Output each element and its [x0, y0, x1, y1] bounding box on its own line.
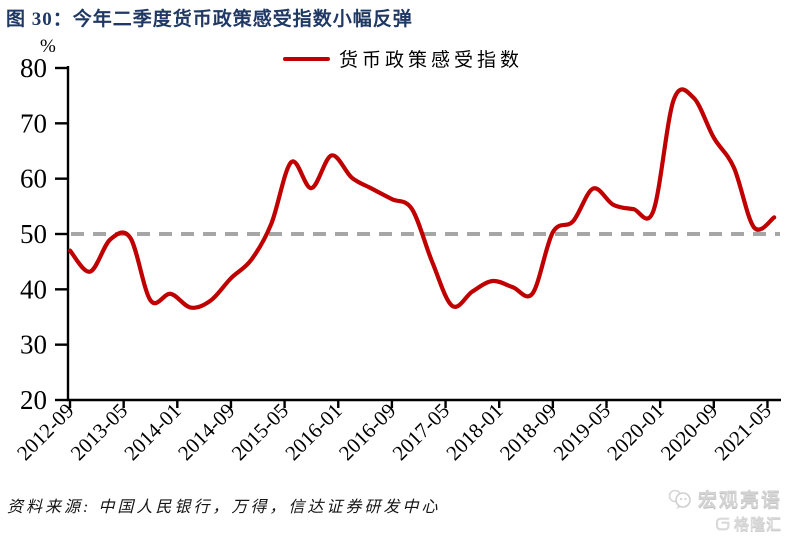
x-tick-label-group: 2015-05	[227, 399, 293, 465]
x-tick-label-group: 2016-01	[280, 399, 346, 465]
figure-title: 图 30：今年二季度货币政策感受指数小幅反弹	[6, 9, 413, 30]
y-tick-label: 20	[20, 385, 47, 415]
x-tick-label-group: 2013-05	[66, 399, 132, 465]
y-tick-label: 70	[20, 108, 47, 138]
series-group	[67, 87, 777, 310]
x-tick-label: 2016-01	[280, 399, 346, 465]
x-tick-label: 2018-01	[441, 399, 507, 465]
watermark-brand-row: 宏观亮语	[667, 485, 782, 512]
y-axis-unit-label: %	[40, 36, 56, 57]
x-tick-label-group: 2018-01	[441, 399, 507, 465]
y-tick-label: 30	[20, 330, 47, 360]
gelonghui-logo-icon	[715, 517, 730, 530]
x-tick-label: 2013-05	[66, 399, 132, 465]
x-tick-label: 2019-05	[549, 399, 615, 465]
y-tick-label: 60	[20, 164, 47, 194]
x-tick-label: 2014-01	[119, 399, 185, 465]
x-tick-label: 2021-05	[710, 399, 776, 465]
x-tick-label-group: 2017-05	[388, 399, 454, 465]
watermark-badge: 格隆汇	[733, 517, 782, 533]
legend-line-swatch	[283, 56, 330, 61]
x-tick-label-group: 2020-01	[602, 399, 668, 465]
x-tick-label-group: 2021-05	[710, 399, 776, 465]
y-tick-label: 50	[20, 219, 47, 249]
x-tick-label-group: 2016-09	[334, 399, 400, 465]
x-tick-label: 2020-01	[602, 399, 668, 465]
watermark: 宏观亮语 格隆汇	[667, 485, 782, 534]
watermark-badge-row: 格隆汇	[667, 513, 782, 534]
x-tick-label-group: 2014-01	[119, 399, 185, 465]
x-tick-label: 2014-09	[173, 399, 239, 465]
source-note: 资料来源: 中国人民银行，万得，信达证券研发中心	[7, 499, 441, 516]
x-tick-label: 2015-05	[227, 399, 293, 465]
chat-bubbles-icon	[668, 489, 691, 509]
x-tick-label-group: 2014-09	[173, 399, 239, 465]
index-line-series	[67, 87, 777, 310]
legend-label: 货币政策感受指数	[339, 50, 524, 71]
watermark-brand: 宏观亮语	[697, 490, 782, 511]
x-tick-label: 2017-05	[388, 399, 454, 465]
x-tick-label-group: 2020-09	[656, 399, 722, 465]
y-tick-label: 80	[20, 53, 47, 83]
x-tick-label: 2020-09	[656, 399, 722, 465]
x-tick-label: 2018-09	[495, 399, 561, 465]
ticks-group: 203040506070802012-092013-052014-012014-…	[12, 53, 776, 465]
y-tick-label: 40	[20, 274, 47, 304]
x-tick-label-group: 2019-05	[549, 399, 615, 465]
chart-legend: 货币政策感受指数	[283, 45, 523, 72]
x-tick-label: 2016-09	[334, 399, 400, 465]
line-chart: 203040506070802012-092013-052014-012014-…	[12, 53, 781, 465]
x-tick-label-group: 2018-09	[495, 399, 561, 465]
